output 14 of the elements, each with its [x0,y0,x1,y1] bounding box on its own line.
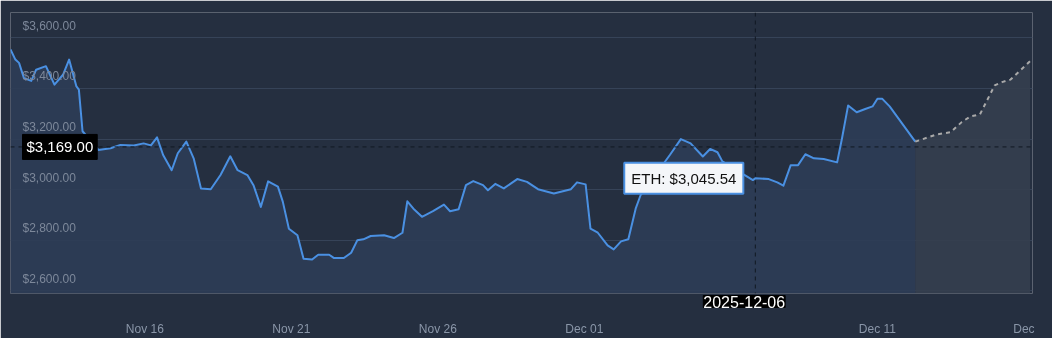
x-tick-label: Nov 21 [272,321,311,336]
y-tick-label: $3,600.00 [22,18,77,33]
x-tick-label: Nov 16 [125,321,165,336]
y-tick-label: $2,800.00 [22,221,77,236]
x-tick-label: Dec 01 [565,321,604,336]
y-tick-label: $2,600.00 [22,271,77,286]
ref-line-label: 2025-12-06 [703,293,786,311]
y-tick-label: $3,000.00 [22,170,77,185]
ref-line-label: $3,169.00 [26,138,94,156]
x-tick-label: Nov 26 [418,321,458,336]
annotation: ETH: $3,045.54 [631,169,737,187]
y-tick-label: $3,200.00 [22,120,77,135]
x-tick-label: Dec [1013,321,1035,336]
x-tick-label: Dec 11 [858,321,897,336]
